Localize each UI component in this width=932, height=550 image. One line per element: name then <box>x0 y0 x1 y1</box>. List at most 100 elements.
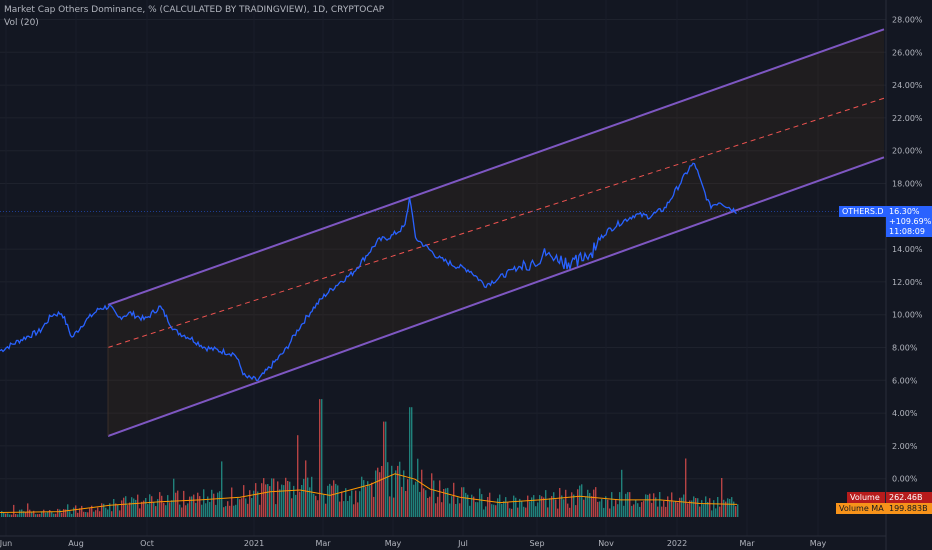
volume-bar <box>303 478 305 517</box>
volume-bar <box>693 496 695 517</box>
volume-bar <box>93 511 95 517</box>
volume-bar <box>79 508 81 517</box>
volume-bar <box>239 499 241 517</box>
volume-bar <box>21 509 23 517</box>
volume-bar <box>585 496 587 517</box>
volume-bar <box>95 510 97 517</box>
volume-bar <box>293 485 295 517</box>
volume-bar <box>333 480 335 517</box>
x-tick-label: Jul <box>457 539 468 548</box>
volume-bar <box>561 495 563 517</box>
volume-bar <box>105 507 107 517</box>
volume-bar <box>557 508 559 517</box>
volume-bar <box>219 491 221 517</box>
y-tick-label: 2.00% <box>892 442 918 451</box>
volume-bar <box>447 487 449 517</box>
volume-bar <box>217 492 219 517</box>
volume-bar <box>115 503 117 517</box>
volume-bar <box>317 500 319 517</box>
volume-bar <box>647 494 649 517</box>
volume-bar <box>103 503 105 517</box>
volume-bar <box>205 503 207 517</box>
volume-bar <box>135 499 137 517</box>
price-scale[interactable]: 28.00%26.00%24.00%22.00%20.00%18.00%16.0… <box>892 16 923 484</box>
y-tick-label: 26.00% <box>892 48 923 57</box>
volume-bar <box>569 507 571 517</box>
volume-bar <box>623 505 625 517</box>
volume-bar <box>273 478 275 517</box>
volume-bar <box>449 503 451 517</box>
volume-bar <box>159 492 161 517</box>
volume-bar <box>131 497 133 517</box>
volume-bar <box>279 489 281 517</box>
volume-bar <box>533 495 535 517</box>
volume-bar <box>227 501 229 517</box>
volume-bar <box>511 508 513 517</box>
volume-bar <box>297 435 299 517</box>
volume-bar <box>399 461 401 517</box>
volume-bar <box>649 493 651 517</box>
volume-bar <box>165 505 167 517</box>
volume-bar <box>323 494 325 517</box>
volume-bar <box>697 498 699 517</box>
volume-bar <box>717 497 719 517</box>
volume-bar <box>669 500 671 517</box>
volume-bar <box>141 501 143 517</box>
volume-bar <box>337 485 339 517</box>
time-scale[interactable]: Jun Aug Oct 2021 Mar May Jul Sep Nov 2022 Mar May <box>0 539 827 548</box>
volume-bar <box>97 507 99 517</box>
volume-bar <box>411 407 413 517</box>
volume-bar <box>601 499 603 517</box>
volume-bar <box>437 496 439 517</box>
volume-bar <box>265 484 267 517</box>
volume-bar <box>27 503 29 517</box>
volume-bar <box>513 495 515 517</box>
y-tick-label: 22.00% <box>892 114 923 123</box>
volume-bar <box>521 501 523 517</box>
volume-bar <box>515 497 517 517</box>
volume-bar <box>197 492 199 517</box>
channel-upper-line[interactable] <box>107 28 885 306</box>
volume-bar <box>699 506 701 517</box>
volume-bar <box>183 490 185 517</box>
volume-bar <box>161 495 163 517</box>
volume-bar <box>305 460 307 517</box>
volume-bar <box>675 501 677 517</box>
volume-bar <box>75 505 77 517</box>
volume-bar <box>547 507 549 517</box>
volume-bar <box>509 508 511 517</box>
volume-bar <box>545 490 547 517</box>
volume-bar <box>713 500 715 517</box>
volume-bar <box>597 501 599 517</box>
x-tick-label: May <box>810 539 827 548</box>
volume-bar <box>479 488 481 517</box>
volume-ma-line <box>0 473 738 513</box>
volume-bar <box>119 510 121 517</box>
volume-bar <box>527 495 529 517</box>
x-tick-label: Mar <box>739 539 755 548</box>
volume-bar <box>353 504 355 517</box>
volume-bar <box>17 514 19 517</box>
volume-bar <box>185 505 187 517</box>
volume-bar <box>677 502 679 517</box>
volume-bar <box>477 502 479 517</box>
volume-bar <box>319 399 321 517</box>
volume-bar <box>721 478 723 517</box>
x-tick-label: Nov <box>598 539 614 548</box>
price-line <box>0 162 737 382</box>
volume-bar <box>15 514 17 517</box>
volume-bar <box>235 504 237 517</box>
volume-bar <box>101 503 103 517</box>
volume-bar <box>377 467 379 517</box>
volume-bar <box>611 492 613 517</box>
channel-mid-line[interactable] <box>107 97 885 348</box>
volume-bar <box>473 496 475 517</box>
volume-bar <box>137 494 139 517</box>
volume-bar <box>727 498 729 517</box>
channel-lower-line[interactable] <box>107 156 885 438</box>
volume-indicator-label[interactable]: Vol (20) <box>4 18 39 28</box>
volume-bar <box>469 505 471 517</box>
volume-bar <box>475 502 477 517</box>
